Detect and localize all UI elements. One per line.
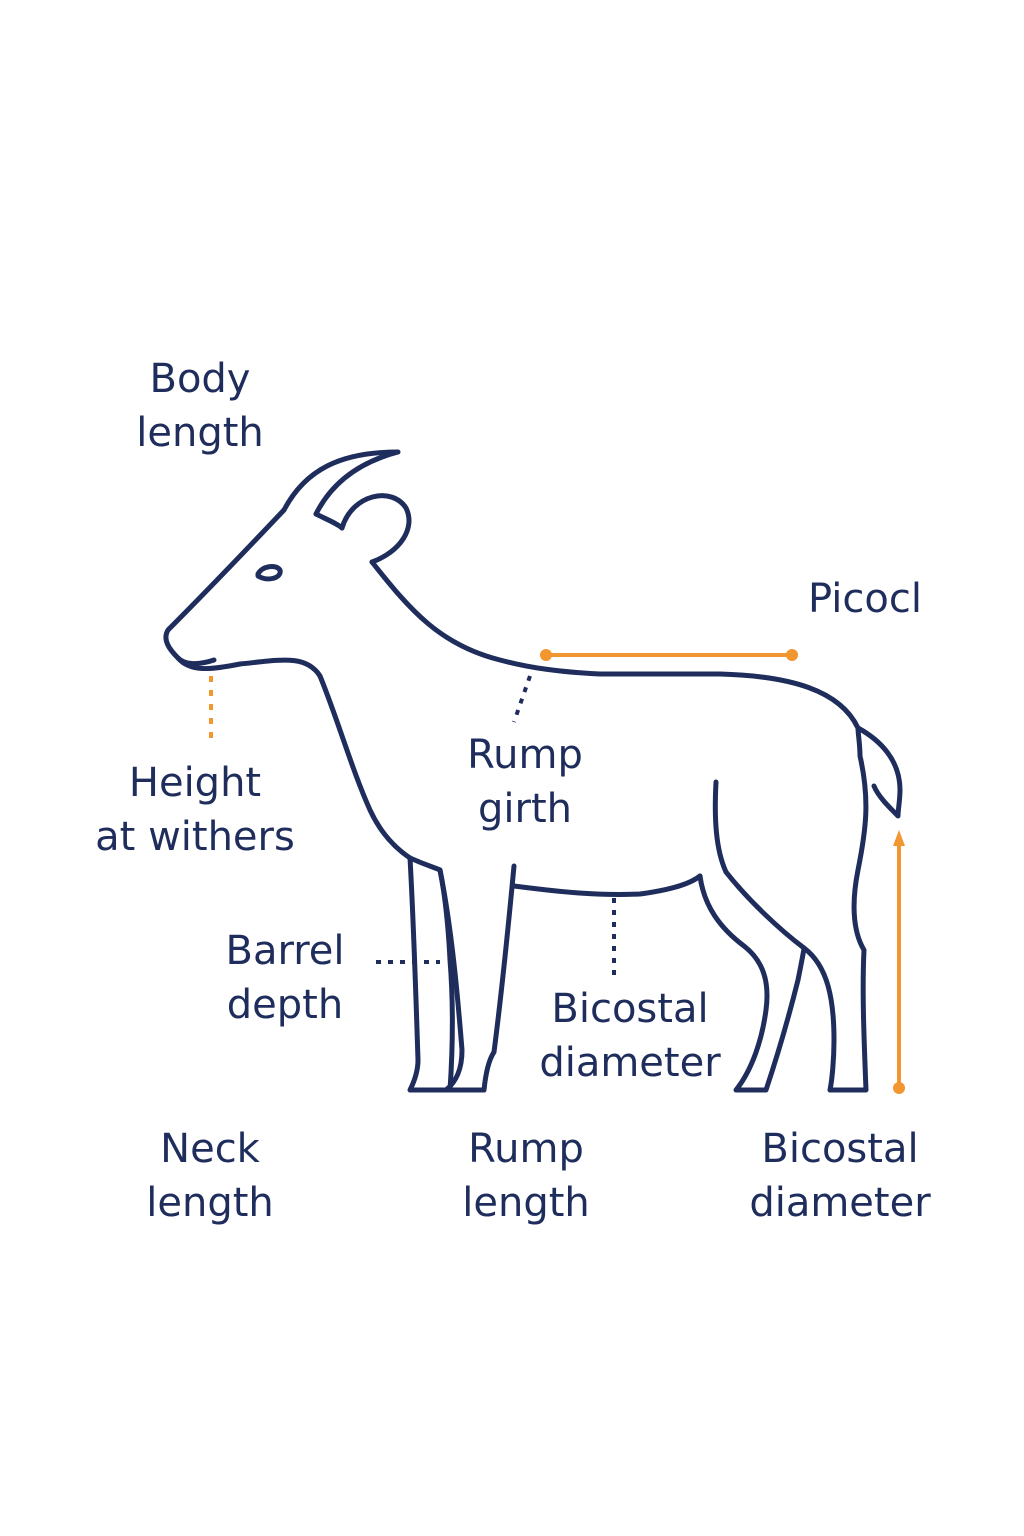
goat-hind-leg-far	[697, 873, 807, 1093]
label-bicostal-diameter-mid-line2: diameter	[539, 1040, 721, 1086]
label-rump-girth: Rump girth	[440, 728, 610, 836]
back-length-dot-left	[540, 649, 552, 661]
label-rump-length-line1: Rump	[468, 1126, 584, 1172]
label-rump-length-line2: length	[462, 1180, 590, 1226]
label-neck-length-line1: Neck	[160, 1126, 260, 1172]
goat-ear	[339, 493, 412, 565]
back-length-dot-right	[786, 649, 798, 661]
label-rump-girth-line2: girth	[478, 786, 572, 832]
label-bicostal-diameter-right: Bicostal diameter	[730, 1122, 950, 1230]
label-body-length: Body length	[110, 352, 290, 460]
rump-girth-pointer	[512, 675, 532, 723]
label-height-at-withers-line2: at withers	[95, 814, 295, 860]
label-bicostal-diameter-mid: Bicostal diameter	[520, 982, 740, 1090]
label-barrel-depth-line1: Barrel	[225, 928, 345, 974]
goat-eye	[255, 564, 283, 582]
goat-head-back	[163, 507, 861, 731]
label-height-at-withers: Height at withers	[70, 756, 320, 864]
label-rump-length: Rump length	[436, 1122, 616, 1230]
height-arrow-head	[893, 830, 905, 846]
goat-hind-leg	[723, 725, 869, 1093]
label-picocl-line1: Picocl	[808, 576, 922, 622]
height-arrow-dot	[893, 1082, 905, 1094]
label-picocl: Picocl	[780, 572, 950, 626]
label-body-length-line1: Body	[149, 356, 251, 402]
goat-thigh	[712, 779, 729, 875]
label-rump-girth-line1: Rump	[467, 732, 583, 778]
label-bicostal-diameter-mid-line1: Bicostal	[551, 986, 709, 1032]
goat-front-leg	[317, 673, 455, 1093]
label-neck-length: Neck length	[120, 1122, 300, 1230]
label-bicostal-diameter-right-line1: Bicostal	[761, 1126, 919, 1172]
label-barrel-depth-line2: depth	[226, 982, 344, 1028]
goat-belly	[511, 873, 703, 898]
label-neck-length-line2: length	[146, 1180, 274, 1226]
goat-jaw	[175, 655, 323, 679]
label-height-at-withers-line1: Height	[128, 760, 262, 806]
label-bicostal-diameter-right-line2: diameter	[749, 1180, 931, 1226]
goat-tail	[855, 725, 903, 819]
label-body-length-line2: length	[136, 410, 264, 456]
goat-front-leg-far	[407, 855, 517, 1093]
label-barrel-depth: Barrel depth	[200, 924, 370, 1032]
goat-horn	[281, 449, 401, 517]
